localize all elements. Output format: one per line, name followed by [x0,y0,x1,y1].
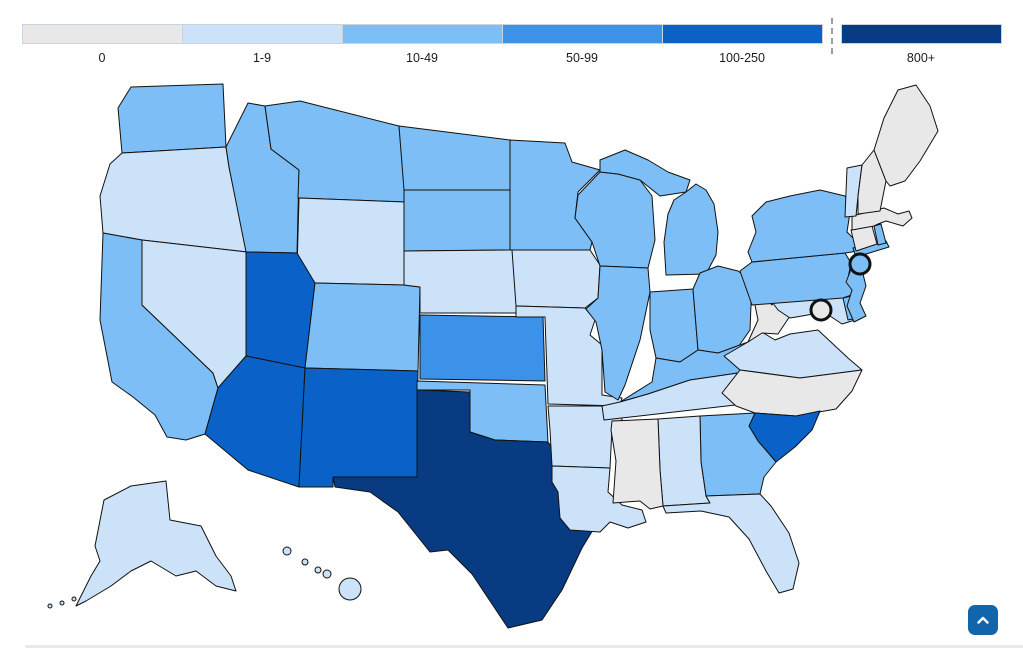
legend-swatch [502,24,663,44]
legend-label: 1-9 [252,51,272,65]
legend-label: 50-99 [566,51,598,65]
state-ia[interactable] [509,249,601,309]
legend-label: 0 [98,51,106,65]
state-in[interactable] [649,288,699,363]
legend: 0 1-9 10-49 50-99 100-250 800+ [22,18,1002,65]
state-tx[interactable] [332,389,603,629]
state-il[interactable] [585,265,651,401]
dc-circle[interactable] [809,298,833,322]
legend-item-800-: 800+ [841,24,1002,65]
state-co[interactable] [304,282,421,372]
state-ks[interactable] [419,314,546,382]
state-ma[interactable] [851,207,913,231]
legend-item-50-99: 50-99 [502,24,663,65]
legend-label: 10-49 [406,51,438,65]
legend-item-1-9: 1-9 [182,24,343,65]
state-ak-ak_i3[interactable] [71,596,77,602]
legend-swatch [342,24,503,44]
state-la[interactable] [551,465,647,533]
state-ak[interactable] [75,480,237,607]
state-nd[interactable] [398,125,511,191]
state-wy[interactable] [296,197,407,286]
section-divider [25,645,1023,648]
state-hi-hi_2[interactable] [301,558,309,566]
legend-swatch [182,24,343,44]
state-mi[interactable] [663,183,719,276]
state-hi-hi_1[interactable] [282,546,292,556]
state-ms[interactable] [610,418,664,510]
legend-item-0: 0 [22,24,183,65]
state-fl[interactable] [662,493,800,594]
legend-label: 800+ [906,51,936,65]
state-sd[interactable] [403,189,513,252]
legend-swatch [22,24,183,44]
state-ri[interactable] [873,223,887,246]
chevron-up-icon [977,616,989,624]
state-vt[interactable] [844,164,863,218]
legend-separator [831,18,833,54]
state-nc[interactable] [721,369,863,417]
state-ak-ak_i2[interactable] [47,603,53,609]
state-hi-hi_4[interactable] [322,569,332,579]
state-nj[interactable] [845,262,867,323]
state-hi-hi_5[interactable] [338,577,362,601]
legend-swatch [841,24,1002,44]
legend-swatch [662,24,823,44]
state-nm[interactable] [298,367,419,488]
state-wa[interactable] [117,83,227,154]
new-jersey-circle[interactable] [848,252,872,276]
legend-item-10-49: 10-49 [342,24,503,65]
state-me[interactable] [873,84,939,187]
legend-item-100-250: 100-250 [662,24,823,65]
legend-label: 100-250 [719,51,765,65]
state-hi-hi_3[interactable] [314,566,322,574]
scroll-to-top-button[interactable] [968,605,998,635]
state-ut[interactable] [245,251,316,369]
state-ak-ak_i1[interactable] [59,600,65,606]
